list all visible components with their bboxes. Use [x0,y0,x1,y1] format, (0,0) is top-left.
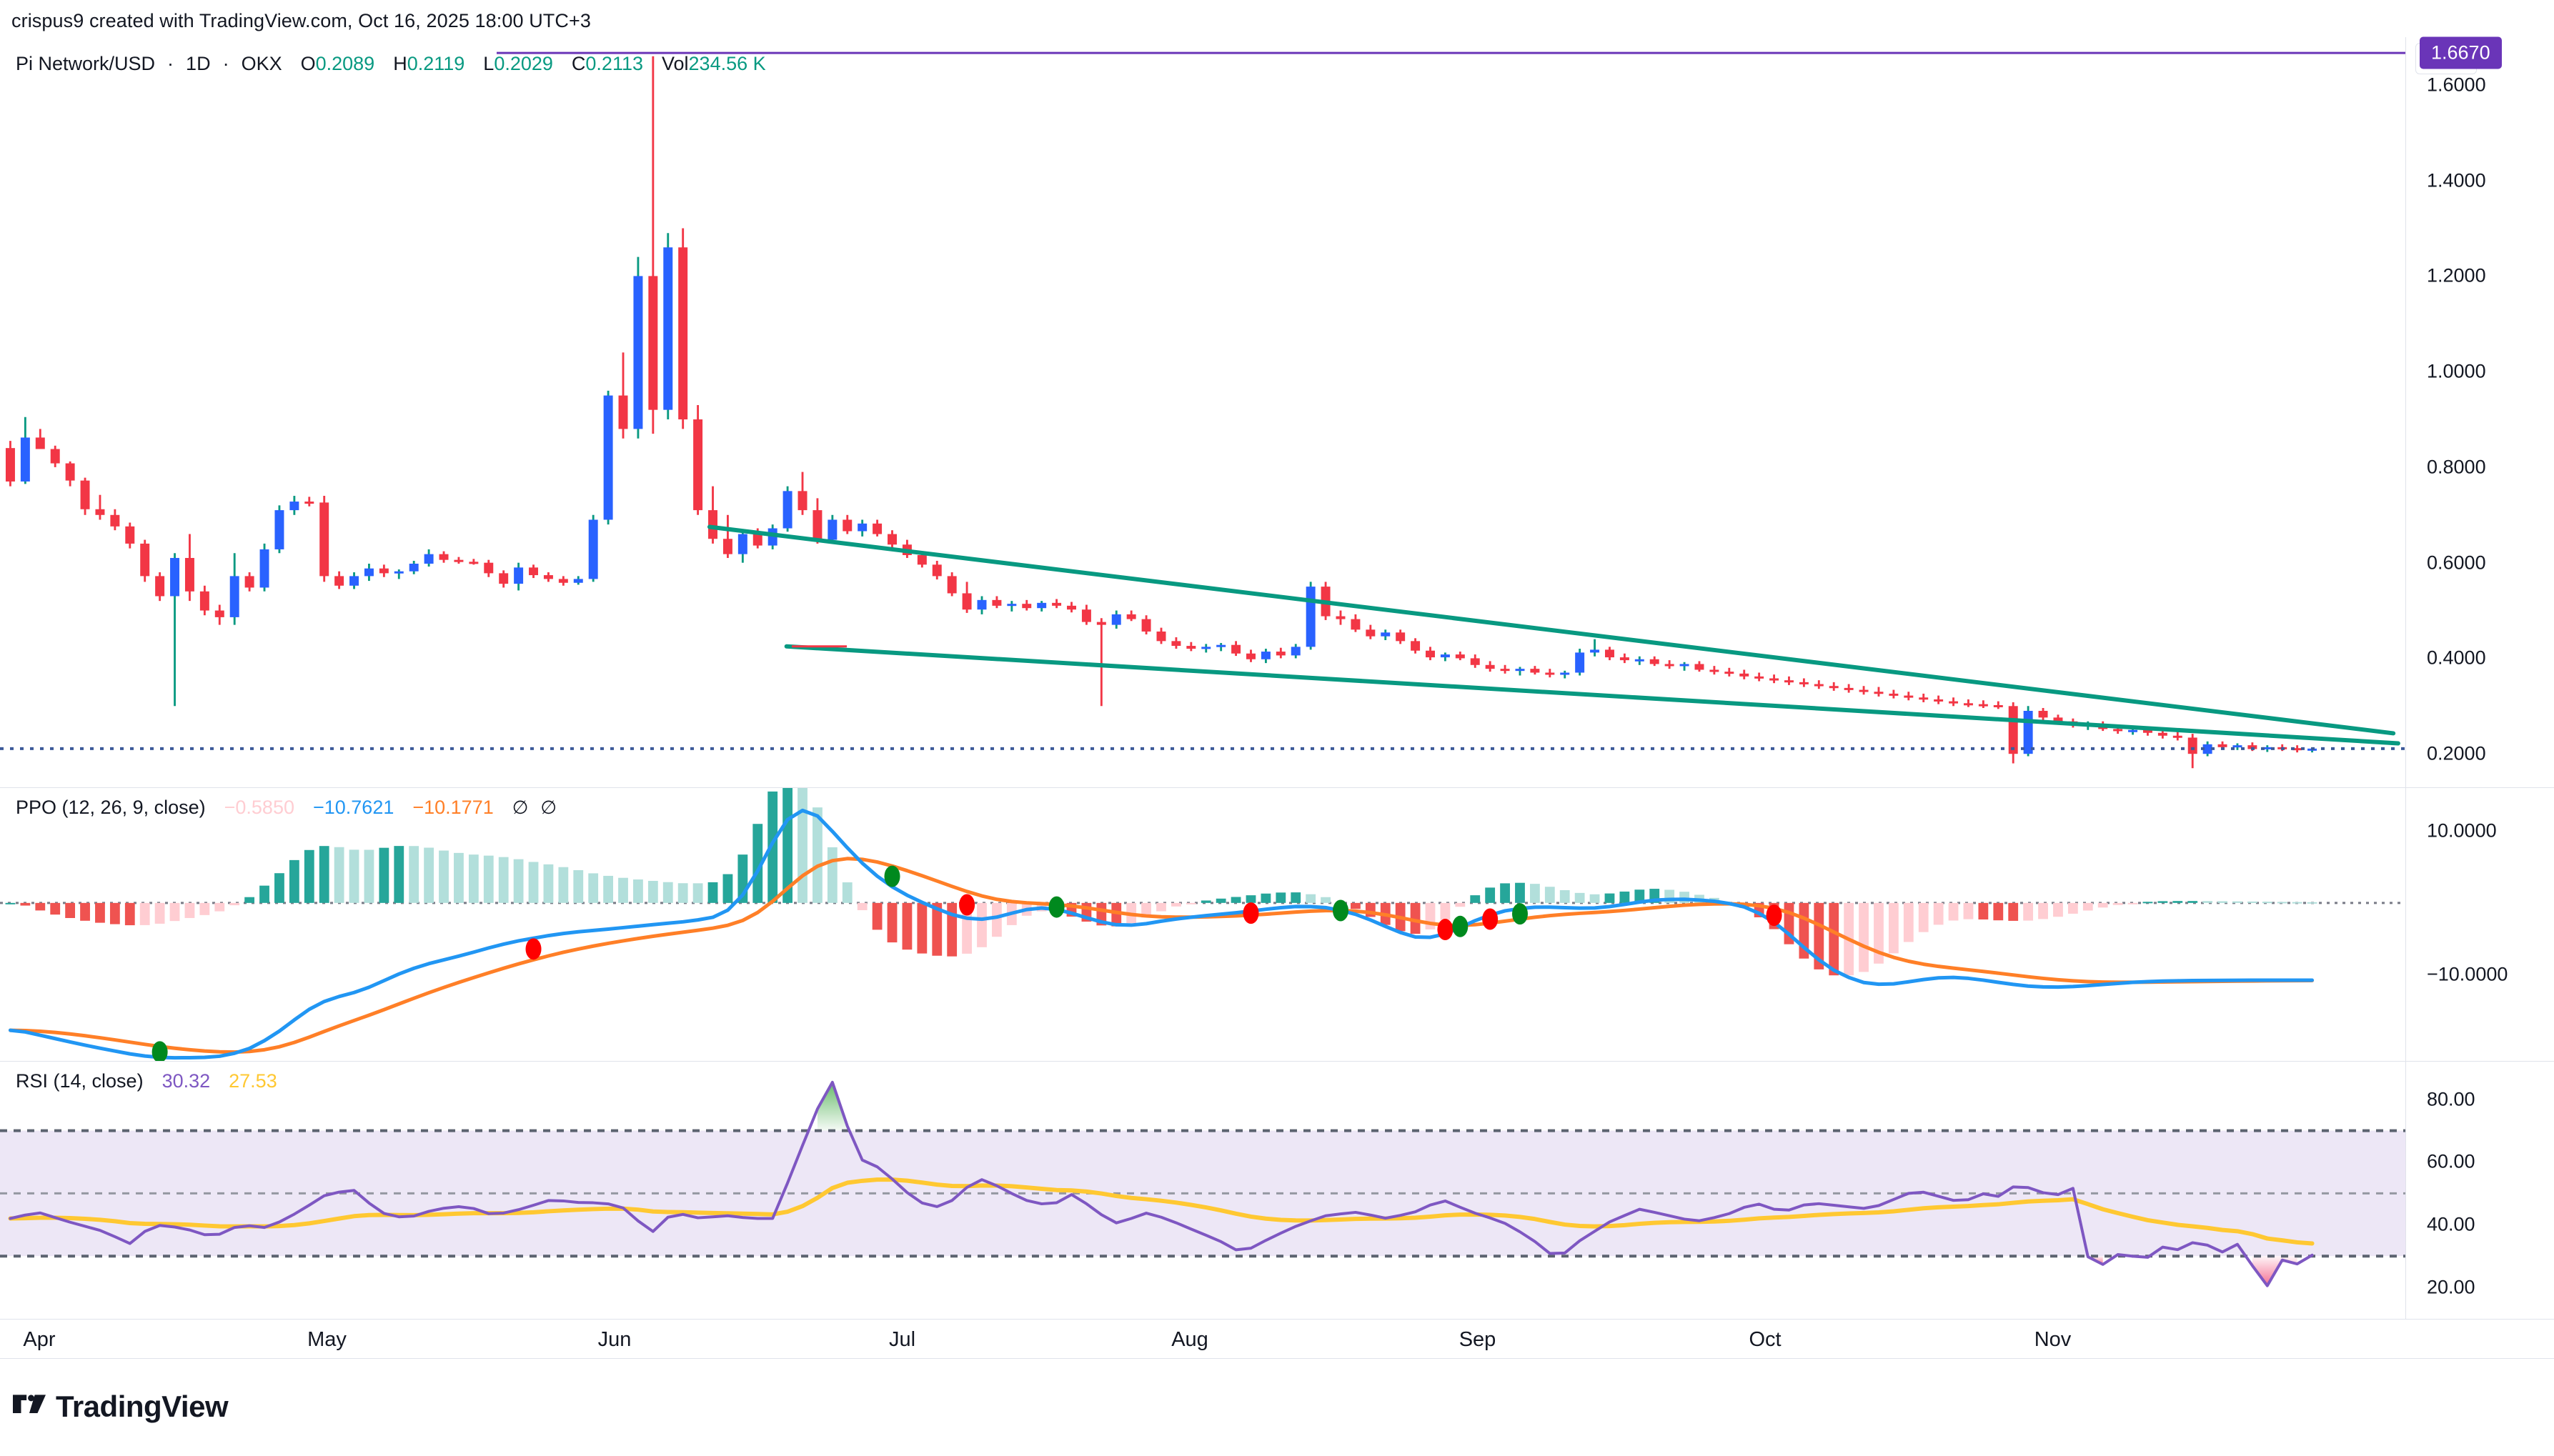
tradingview-logo[interactable]: TradingView [13,1390,229,1424]
pane-divider-4 [0,1358,2554,1359]
price-tick-1.4000: 1.4000 [2427,169,2486,191]
time-tick-May: May [307,1328,347,1351]
high-key: H [393,53,407,74]
rsi-tick-40.00: 40.00 [2427,1213,2475,1235]
time-tick-Jul: Jul [888,1328,916,1351]
low-value: 0.2029 [494,53,553,74]
ppo-title[interactable]: PPO (12, 26, 9, close) [16,797,206,818]
ppo-plot[interactable] [0,788,2405,1061]
time-tick-Apr: Apr [23,1328,56,1351]
candlestick-chart [0,51,2405,769]
chart-panes: USD 1.60001.40001.20001.00000.80000.6000… [0,36,2554,1359]
time-tick-Oct: Oct [1749,1328,1782,1351]
axis-divider [2405,37,2406,787]
pane-divider-3 [0,1319,2554,1320]
pane-divider-2 [0,1061,2554,1062]
price-tick-0.2000: 0.2000 [2427,742,2486,764]
ppo-hist-value: −0.5850 [224,797,294,818]
time-axis[interactable]: Apr May Jun Jul Aug Sep Oct Nov [0,1320,2554,1359]
rsi-legend[interactable]: RSI (14, close) 30.32 27.53 [16,1070,277,1092]
rsi-axis[interactable]: 80.00 60.00 40.00 20.00 [2405,1062,2554,1319]
legend-dot-2: · [222,53,229,74]
time-tick-Sep: Sep [1459,1328,1496,1351]
ppo-null-1: ∅ [512,797,529,818]
price-tick-1.6000: 1.6000 [2427,74,2486,96]
price-axis[interactable]: USD 1.60001.40001.20001.00000.80000.6000… [2405,36,2554,787]
price-tick-0.8000: 0.8000 [2427,456,2486,478]
ppo-macd-value: −10.7621 [312,797,394,818]
time-tick-Nov: Nov [2034,1328,2072,1351]
legend-dot-1: · [167,53,174,74]
pane-divider-1 [0,787,2554,788]
rsi-tick-20.00: 20.00 [2427,1276,2475,1298]
rsi-tick-60.00: 60.00 [2427,1150,2475,1172]
price-tick-0.4000: 0.4000 [2427,647,2486,669]
rsi-tick-80.00: 80.00 [2427,1088,2475,1110]
volume-key: Vol [661,53,689,74]
symbol-exchange[interactable]: OKX [241,53,282,74]
tradingview-mark-icon [13,1395,46,1413]
ppo-axis[interactable]: 10.0000 −10.0000 [2405,788,2554,1061]
rsi-plot[interactable] [0,1062,2405,1319]
price-plot[interactable] [0,37,2405,787]
rsi-title[interactable]: RSI (14, close) [16,1070,144,1092]
time-tick-Aug: Aug [1171,1328,1208,1351]
high-value: 0.2119 [407,53,465,74]
tradingview-wordmark: TradingView [56,1390,229,1423]
ppo-null-2: ∅ [540,797,557,818]
symbol-legend[interactable]: Pi Network/USD · 1D · OKX O 0.2089 H 0.211… [16,53,766,75]
ppo-indicator-chart [0,788,2405,1061]
close-key: C [571,53,586,74]
rsi-value: 30.32 [162,1070,211,1092]
high-price-badge[interactable]: 1.6670 [2420,36,2502,69]
open-key: O [300,53,316,74]
symbol-interval[interactable]: 1D [186,53,211,74]
rsi-pane[interactable]: 80.00 60.00 40.00 20.00 RSI (14, close) 30.… [0,1062,2554,1319]
axis-divider [2405,788,2406,1061]
ppo-legend[interactable]: PPO (12, 26, 9, close) −0.5850 −10.7621 … [16,797,557,819]
price-tick-1.2000: 1.2000 [2427,264,2486,286]
attribution-text: crispus9 created with TradingView.com, O… [11,10,591,31]
rsi-ma-value: 27.53 [229,1070,277,1092]
price-tick-0.6000: 0.6000 [2427,552,2486,574]
price-pane[interactable]: USD 1.60001.40001.20001.00000.80000.6000… [0,36,2554,787]
open-value: 0.2089 [315,53,375,74]
ppo-tick-10.0000: 10.0000 [2427,819,2497,842]
symbol-name[interactable]: Pi Network/USD [16,53,156,74]
rsi-indicator-chart [0,1080,2405,1287]
axis-divider [2405,1062,2406,1319]
low-key: L [483,53,495,74]
ppo-signal-value: −10.1771 [412,797,494,818]
time-tick-Jun: Jun [597,1328,632,1351]
ppo-pane[interactable]: 10.0000 −10.0000 PPO (12, 26, 9, close) −… [0,788,2554,1061]
price-tick-1.0000: 1.0000 [2427,360,2486,382]
close-value: 0.2113 [585,53,643,74]
ppo-tick-−10.0000: −10.0000 [2427,963,2508,985]
volume-value: 234.56 K [688,53,766,74]
